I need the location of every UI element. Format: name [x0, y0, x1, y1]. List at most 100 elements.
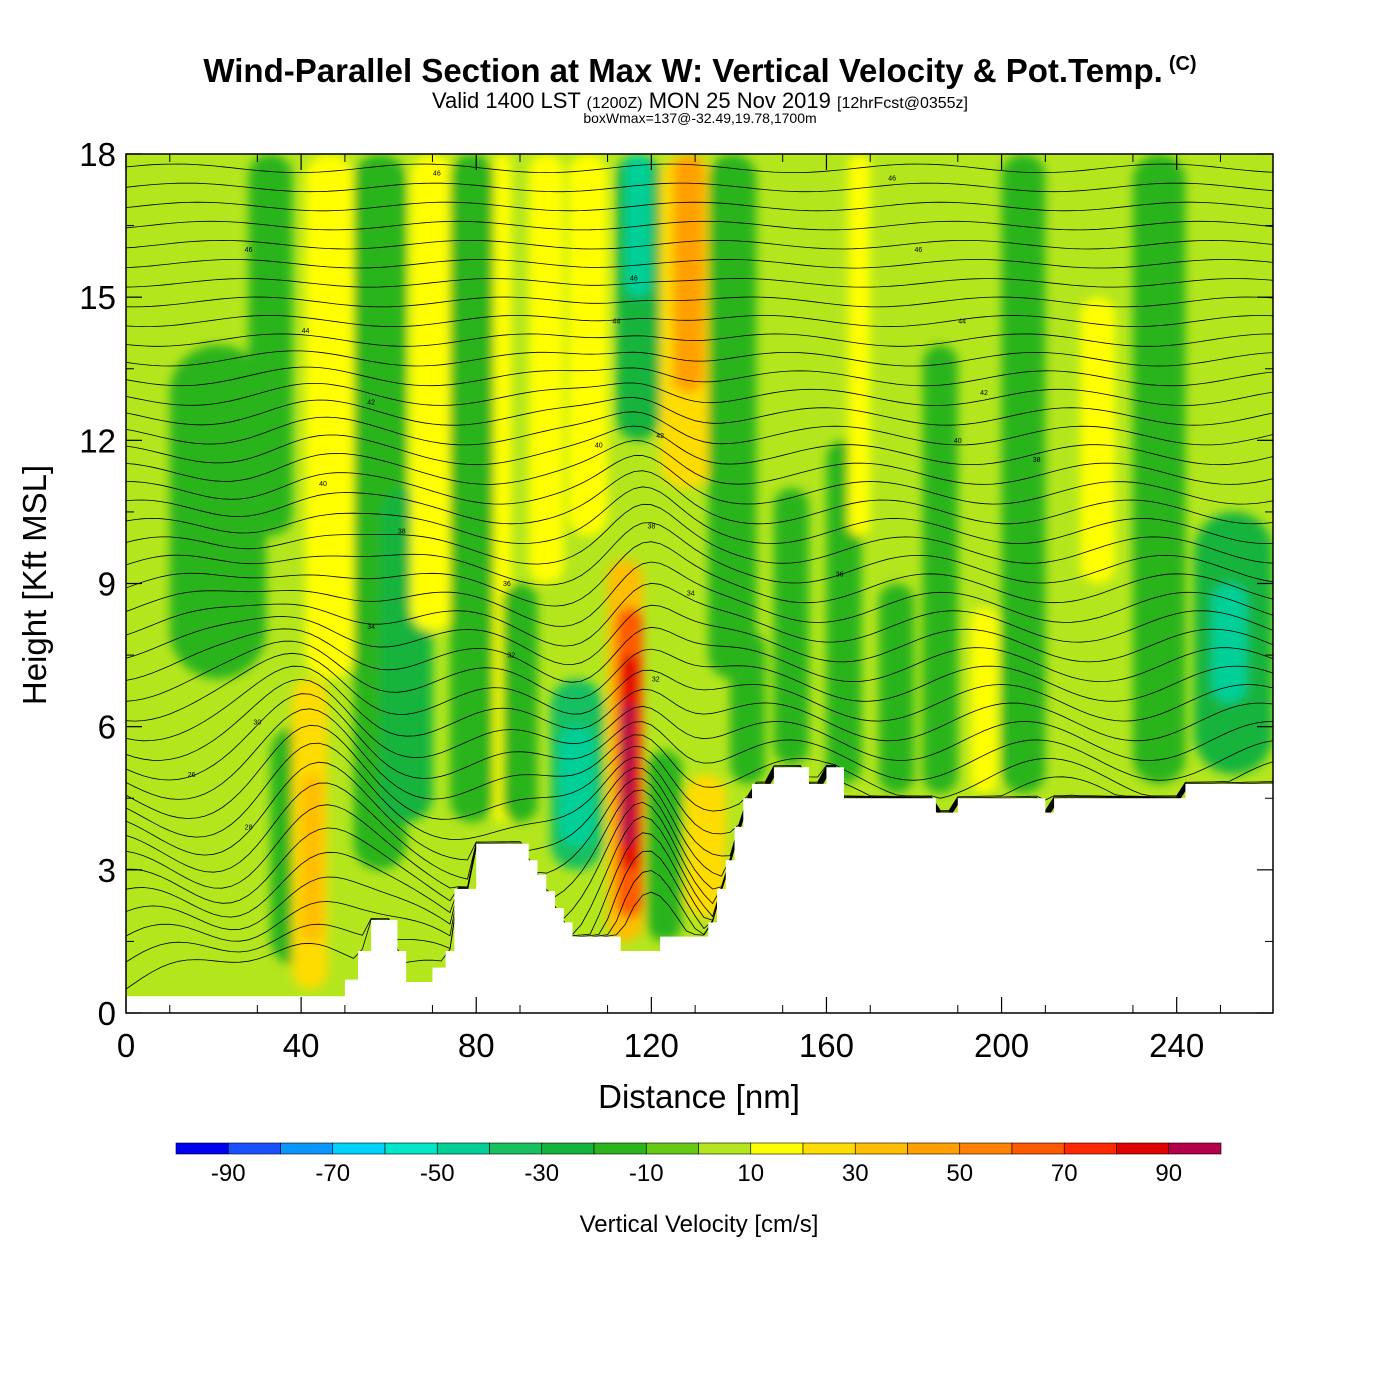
isentrope-line-19 — [126, 582, 1273, 647]
isentrope-label-14: 44 — [612, 319, 620, 326]
isentrope-label-9: 46 — [433, 171, 441, 178]
colorbar-swatch-17 — [1063, 1142, 1117, 1155]
velocity-cell-15 — [568, 154, 608, 536]
y-axis-title: Height [Kft MSL] — [16, 465, 53, 705]
colorbar-title: Vertical Velocity [cm/s] — [580, 1211, 819, 1238]
velocity-cell-12 — [528, 154, 564, 584]
isentrope-line-20 — [126, 561, 1273, 627]
isentrope-line-24 — [126, 486, 1273, 545]
isentrope-label-4: 38 — [398, 529, 406, 536]
colorbar-swatch-15 — [959, 1142, 1013, 1155]
valid-date: MON 25 Nov 2019 — [648, 88, 831, 113]
velocity-cell-38 — [1211, 583, 1247, 703]
isentrope-line-22 — [126, 522, 1273, 586]
colorbar-label-2: -50 — [420, 1160, 455, 1187]
isentrope-line-29 — [126, 411, 1273, 446]
isentrope-label-13: 46 — [630, 276, 638, 283]
velocity-cell-11 — [502, 583, 538, 823]
isentrope-label-19: 46 — [888, 175, 896, 182]
colorbar-swatch-9 — [645, 1142, 699, 1155]
isentrope-label-5: 34 — [367, 624, 375, 631]
isentrope-label-0: 46 — [245, 247, 253, 254]
colorbar-label-4: -10 — [629, 1160, 664, 1187]
velocity-cell-9 — [449, 154, 494, 823]
colorbar-swatch-18 — [1116, 1142, 1170, 1155]
colorbar-swatch-16 — [1011, 1142, 1065, 1155]
colorbar-swatch-8 — [593, 1142, 647, 1155]
colorbar-label-8: 70 — [1051, 1160, 1078, 1187]
colorbar-swatch-14 — [907, 1142, 961, 1155]
colorbar-label-5: 10 — [737, 1160, 764, 1187]
velocity-cell-25 — [686, 774, 726, 918]
velocity-cell-34 — [1001, 154, 1046, 794]
isentrope-line-43 — [126, 163, 1273, 174]
isentrope-label-25: 36 — [836, 571, 844, 578]
isentrope-line-9 — [126, 742, 1273, 840]
colorbar-swatch-3 — [332, 1142, 386, 1155]
isentrope-label-24: 38 — [1033, 457, 1041, 464]
isentrope-line-30 — [126, 397, 1273, 426]
velocity-cell-32 — [922, 344, 958, 794]
velocity-cell-24 — [673, 154, 704, 393]
velocity-cell-33 — [970, 607, 998, 794]
isentrope-label-22: 42 — [980, 390, 988, 397]
isentrope-line-34 — [126, 333, 1273, 347]
isentrope-line-8 — [126, 761, 1273, 861]
colorbar-label-7: 50 — [946, 1160, 973, 1187]
colorbar-swatch-12 — [802, 1142, 856, 1155]
isentrope-line-21 — [126, 541, 1273, 607]
velocity-cell-35 — [1080, 297, 1116, 584]
isentrope-line-15 — [126, 652, 1273, 722]
isentrope-line-14 — [126, 665, 1273, 742]
velocity-cell-1 — [248, 154, 293, 536]
isentrope-label-23: 40 — [954, 438, 962, 445]
isentrope-label-16: 38 — [647, 524, 655, 531]
colorbar-swatch-6 — [489, 1142, 543, 1155]
isentrope-line-38 — [126, 258, 1273, 269]
isentrope-line-32 — [126, 366, 1273, 387]
colorbar-label-0: -90 — [211, 1160, 246, 1187]
isentrope-label-10: 36 — [503, 581, 511, 588]
x-tick-label-40: 40 — [283, 1027, 320, 1064]
isentrope-line-10 — [126, 724, 1273, 820]
isentrope-line-7 — [126, 767, 1273, 880]
x-tick-label-240: 240 — [1149, 1027, 1204, 1064]
x-tick-label-0: 0 — [117, 1027, 135, 1064]
velocity-cell-4 — [301, 774, 324, 942]
box-wmax-line: boxWmax=137@-32.49,19.78,1700m — [583, 110, 817, 126]
velocity-cell-36 — [1132, 154, 1186, 784]
isentrope-line-39 — [126, 239, 1273, 250]
colorbar-swatch-13 — [854, 1142, 908, 1155]
isentrope-line-23 — [126, 503, 1273, 565]
isentrope-line-37 — [126, 278, 1273, 288]
chart-title-text: Wind-Parallel Section at Max W: Vertical… — [203, 52, 1163, 89]
colorbar-swatch-19 — [1168, 1142, 1222, 1155]
velocity-cell-30 — [848, 154, 871, 536]
isentrope-line-17 — [126, 626, 1273, 683]
colorbar-swatch-2 — [280, 1142, 334, 1155]
velocity-cell-8 — [410, 154, 455, 632]
colorbar-swatch-4 — [384, 1142, 438, 1155]
isentrope-label-8: 28 — [245, 824, 253, 831]
chart-title: Wind-Parallel Section at Max W: Vertical… — [0, 52, 1400, 90]
plot-area — [126, 154, 1273, 1013]
isentrope-label-21: 44 — [958, 319, 966, 326]
isentrope-line-35 — [126, 315, 1273, 328]
isentrope-line-25 — [126, 470, 1273, 525]
velocity-cell-5 — [305, 154, 354, 679]
velocity-cell-19 — [620, 702, 634, 846]
valid-utc: (1200Z) — [586, 95, 643, 112]
isentrope-line-18 — [126, 604, 1273, 666]
valid-prefix: Valid 1400 LST — [432, 88, 581, 113]
isentrope-line-12 — [126, 693, 1273, 781]
velocity-cell-14 — [559, 726, 595, 846]
y-tick-label-6: 6 — [98, 709, 116, 746]
forecast-info: [12hrFcst@0355z] — [837, 95, 968, 112]
x-axis-title: Distance [nm] — [598, 1078, 800, 1115]
isentrope-label-17: 34 — [687, 591, 695, 598]
velocity-cell-28 — [773, 488, 809, 765]
velocity-cell-22 — [646, 750, 682, 942]
isentrope-label-15: 42 — [656, 433, 664, 440]
